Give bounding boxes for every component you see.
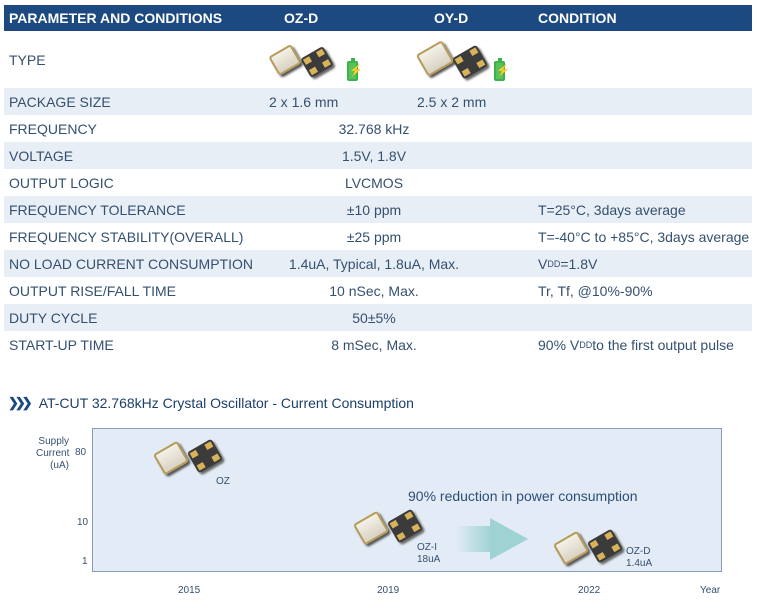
product-label: OZ-I 18uA	[417, 542, 441, 565]
condition: T=25°C, 3days average	[538, 201, 686, 218]
table-row: FREQUENCY 32.768 kHz	[4, 115, 752, 142]
param-label: PACKAGE SIZE	[9, 93, 111, 110]
table-row: NO LOAD CURRENT CONSUMPTION 1.4uA, Typic…	[4, 250, 752, 277]
product-label: OZ-D 1.4uA	[626, 546, 653, 569]
y-tick: 1	[82, 556, 88, 567]
header-param: PARAMETER AND CONDITIONS	[9, 10, 223, 26]
value: 8 mSec, Max.	[331, 336, 417, 353]
y-axis-label: Supply Current (uA)	[36, 436, 70, 471]
param-label: NO LOAD CURRENT CONSUMPTION	[9, 255, 253, 272]
param-label: FREQUENCY STABILITY(OVERALL)	[9, 228, 244, 245]
section-title: ❯❯❯ AT-CUT 32.768kHz Crystal Oscillator …	[8, 395, 414, 411]
param-label: DUTY CYCLE	[9, 309, 98, 326]
table-row: PACKAGE SIZE 2 x 1.6 mm 2.5 x 2 mm	[4, 88, 752, 115]
header-oy-d: OY-D	[434, 10, 469, 26]
x-axis-label: Year	[700, 585, 721, 596]
value: 1.5V, 1.8V	[341, 147, 407, 164]
condition: T=-40°C to +85°C, 3days average	[538, 228, 750, 245]
y-tick: 10	[77, 517, 89, 528]
param-label: FREQUENCY TOLERANCE	[9, 201, 186, 218]
table-header: PARAMETER AND CONDITIONS OZ-D OY-D CONDI…	[4, 5, 752, 31]
oz-d-chip-image	[552, 528, 625, 570]
param-label: OUTPUT LOGIC	[9, 174, 114, 191]
table-row: START-UP TIME 8 mSec, Max. 90% V DD to th…	[4, 331, 752, 358]
product-label: OZ	[216, 476, 230, 487]
condition: 90% V DD to the first output pulse	[538, 336, 734, 353]
header-condition: CONDITION	[538, 10, 617, 26]
oz-i-chip-image	[352, 508, 425, 550]
x-tick: 2019	[377, 585, 400, 596]
x-tick: 2015	[178, 585, 201, 596]
reduction-arrow	[455, 526, 491, 552]
value: ±25 ppm	[346, 228, 402, 245]
y-tick: 80	[75, 447, 87, 458]
param-label: OUTPUT RISE/FALL TIME	[9, 282, 177, 299]
table-row: FREQUENCY TOLERANCE ±10 ppm T=25°C, 3day…	[4, 196, 752, 223]
value: 10 nSec, Max.	[329, 282, 419, 299]
param-label: START-UP TIME	[9, 336, 114, 353]
table-row: DUTY CYCLE 50±5%	[4, 304, 752, 331]
oy-d-value: 2.5 x 2 mm	[417, 93, 487, 110]
condition: V DD =1.8V	[538, 255, 598, 272]
param-label: TYPE	[9, 51, 46, 68]
value: 1.4uA, Typical, 1.8uA, Max.	[288, 255, 460, 272]
table-row: OUTPUT LOGIC LVCMOS	[4, 169, 752, 196]
reduction-headline: 90% reduction in power consumption	[408, 488, 638, 504]
oz-d-value: 2 x 1.6 mm	[269, 93, 339, 110]
value: 50±5%	[352, 309, 396, 326]
table-row: FREQUENCY STABILITY(OVERALL) ±25 ppm T=-…	[4, 223, 752, 250]
oy-d-chip-image: ⚡	[415, 40, 516, 85]
table-row-type: TYPE ⚡ ⚡	[4, 31, 752, 88]
oz-chip-image	[152, 438, 225, 480]
reduction-arrow-head	[490, 518, 528, 560]
spec-table: PARAMETER AND CONDITIONS OZ-D OY-D CONDI…	[4, 5, 752, 358]
value: 32.768 kHz	[338, 120, 410, 137]
x-tick: 2022	[578, 585, 601, 596]
value: LVCMOS	[344, 174, 404, 191]
param-label: FREQUENCY	[9, 120, 97, 137]
battery-icon: ⚡	[347, 58, 363, 81]
table-row: OUTPUT RISE/FALL TIME 10 nSec, Max. Tr, …	[4, 277, 752, 304]
table-row: VOLTAGE 1.5V, 1.8V	[4, 142, 752, 169]
param-label: VOLTAGE	[9, 147, 74, 164]
battery-icon: ⚡	[494, 58, 510, 81]
condition: Tr, Tf, @10%-90%	[538, 282, 653, 299]
value: ±10 ppm	[346, 201, 402, 218]
header-oz-d: OZ-D	[284, 10, 319, 26]
oz-d-chip-image: ⚡	[268, 43, 370, 83]
chevrons-icon: ❯❯❯	[8, 395, 33, 410]
